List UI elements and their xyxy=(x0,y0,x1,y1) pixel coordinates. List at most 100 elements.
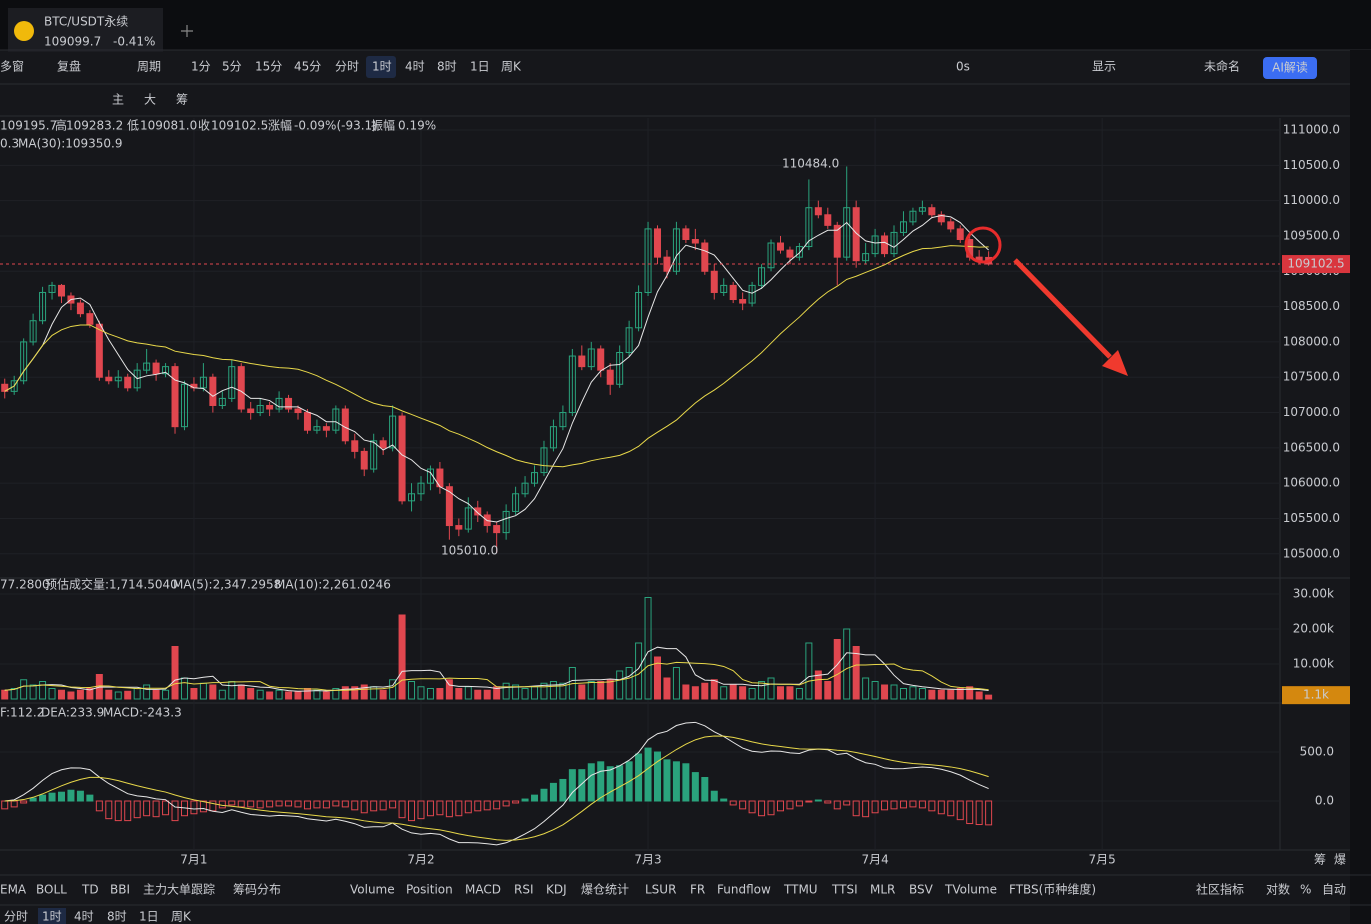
corner-item[interactable]: 筹 xyxy=(1314,853,1326,867)
bottom-interval[interactable]: 分时 xyxy=(4,910,28,924)
interval[interactable]: 45分 xyxy=(294,60,321,74)
toolbar-item[interactable]: 多窗 xyxy=(0,60,24,74)
volume-bar xyxy=(899,688,907,700)
add-tab[interactable] xyxy=(181,25,193,37)
volume-bar xyxy=(701,682,709,700)
y-tick-label: 105500.0 xyxy=(1283,511,1340,525)
macd-bar xyxy=(578,769,586,802)
macd-bar xyxy=(937,800,945,815)
interval[interactable]: 分时 xyxy=(335,60,359,74)
indicator-tab[interactable]: FR xyxy=(690,883,705,897)
indicator-tab[interactable]: Position xyxy=(406,883,453,897)
indicator-tab[interactable]: Fundflow xyxy=(717,883,771,897)
indicator-tab[interactable]: TTSI xyxy=(831,883,858,897)
indicator-option[interactable]: 对数 xyxy=(1266,882,1290,897)
candle-body xyxy=(758,267,766,286)
macd-bar xyxy=(379,800,387,811)
bottom-interval[interactable]: 8时 xyxy=(107,910,127,924)
volume-bar xyxy=(691,686,699,700)
indicator-option[interactable]: 自动 xyxy=(1322,883,1346,897)
indicator-tab[interactable]: RSI xyxy=(514,883,534,897)
interval[interactable]: 15分 xyxy=(255,60,282,74)
candle-body xyxy=(672,228,680,272)
bottom-interval[interactable]: 1日 xyxy=(139,910,159,924)
macd-bar xyxy=(67,789,75,802)
macd-bar xyxy=(701,777,709,802)
info-value: 0.19% xyxy=(398,119,436,133)
bottom-interval[interactable]: 4时 xyxy=(74,910,94,924)
candle-body xyxy=(162,366,170,375)
candle-body xyxy=(171,366,179,428)
macd-bar xyxy=(464,800,472,814)
chart: 105000.0 105500.0 106000.0 106500.0 107000.0… xyxy=(0,118,1350,867)
macd-bar xyxy=(691,772,699,802)
bottom-interval[interactable]: 周K xyxy=(171,910,192,924)
volume-bar xyxy=(644,597,652,700)
corner-item[interactable]: 爆 xyxy=(1334,853,1346,867)
interval[interactable]: 周K xyxy=(501,60,522,74)
candle-body xyxy=(493,525,501,534)
candle-body xyxy=(795,246,803,258)
volume-bar xyxy=(143,684,151,700)
interval[interactable]: 8时 xyxy=(437,60,457,74)
main-tool[interactable]: 大 xyxy=(144,93,156,107)
toolbar-item[interactable]: 未命名 xyxy=(1204,59,1240,74)
indicator-tab[interactable]: EMA xyxy=(0,883,27,897)
toolbar-item[interactable]: 周期 xyxy=(137,60,161,74)
volume-bar xyxy=(606,679,614,700)
macd-bar xyxy=(294,800,302,808)
bottom-interval[interactable]: 1时 xyxy=(42,910,62,924)
macd-bar xyxy=(190,800,198,815)
indicator-option[interactable]: % xyxy=(1300,883,1311,897)
indicator-tab[interactable]: KDJ xyxy=(546,883,567,897)
toolbar-item[interactable]: 0s xyxy=(956,60,970,74)
indicator-tab[interactable]: Volume xyxy=(350,883,395,897)
indicator-tab[interactable]: BSV xyxy=(909,883,934,897)
macd-bar xyxy=(559,778,567,802)
macd-bar xyxy=(493,800,501,810)
candle-body xyxy=(455,525,463,530)
indicator-tab[interactable]: TVolume xyxy=(944,883,997,897)
interval[interactable]: 5分 xyxy=(222,60,242,74)
volume-bar xyxy=(824,681,832,700)
macd-bar xyxy=(171,800,179,822)
candle-body xyxy=(512,493,520,512)
main-tool[interactable]: 主 xyxy=(112,93,124,107)
ai-button[interactable] xyxy=(1263,57,1317,79)
indicator-tab[interactable]: TD xyxy=(81,883,99,897)
indicator-tab[interactable]: 主力大单跟踪 xyxy=(143,883,215,897)
macd-bar xyxy=(266,800,274,808)
indicator-tab[interactable]: FTBS(币种维度) xyxy=(1009,882,1096,897)
interval[interactable]: 1分 xyxy=(191,60,211,74)
toolbar-item[interactable]: 显示 xyxy=(1092,60,1116,74)
y-tick-label: 30.00k xyxy=(1293,587,1334,601)
ai-label[interactable]: AI解读 xyxy=(1272,61,1308,75)
indicator-tab[interactable]: MACD xyxy=(465,883,501,897)
volume-bar xyxy=(152,689,160,700)
macd-bar xyxy=(985,800,993,826)
indicator-option[interactable]: 社区指标 xyxy=(1196,882,1244,897)
volume-bar xyxy=(966,686,974,700)
candle-body xyxy=(502,510,510,534)
indicator-tab[interactable]: 筹码分布 xyxy=(233,883,281,897)
indicator-tab[interactable]: 爆仓统计 xyxy=(581,883,629,897)
macd-bar xyxy=(512,800,520,804)
main-tool[interactable]: 筹 xyxy=(176,93,188,107)
volume-bar xyxy=(881,684,889,700)
volume-bar xyxy=(10,688,18,700)
indicator-tab[interactable]: BBI xyxy=(110,883,130,897)
info-value: -0.09%(-93.1) xyxy=(294,119,377,133)
tab-price: 109099.7 xyxy=(44,35,101,49)
candle-body xyxy=(890,231,898,255)
interval[interactable]: 1时 xyxy=(372,60,392,74)
volume-legend: 77.2800 xyxy=(0,578,50,592)
indicator-tab[interactable]: MLR xyxy=(870,883,895,897)
indicator-tab[interactable]: TTMU xyxy=(783,883,818,897)
interval[interactable]: 1日 xyxy=(470,60,490,74)
volume-bar xyxy=(247,688,255,700)
candle-body xyxy=(209,376,217,406)
indicator-tab[interactable]: BOLL xyxy=(36,883,67,897)
interval[interactable]: 4时 xyxy=(405,60,425,74)
indicator-tab[interactable]: LSUR xyxy=(645,883,676,897)
toolbar-item[interactable]: 复盘 xyxy=(57,59,81,74)
